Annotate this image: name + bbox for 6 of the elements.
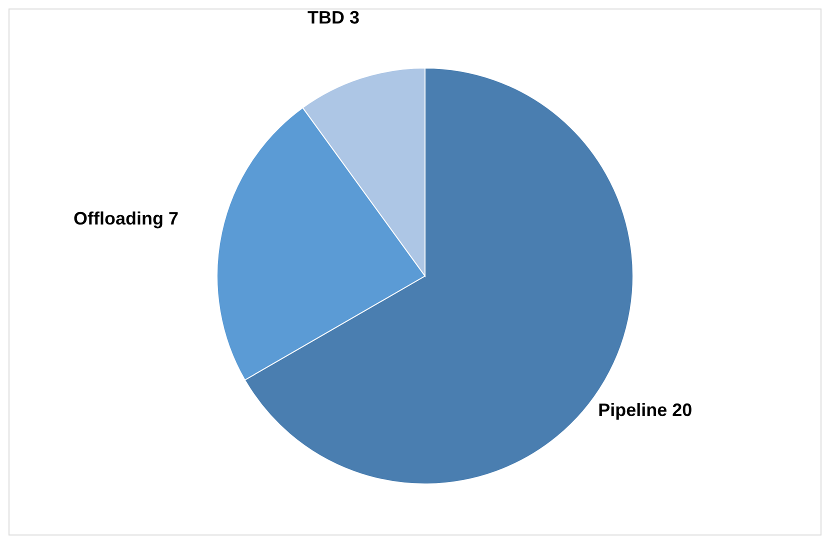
data-label: 20 <box>672 400 692 420</box>
slice-label: Offloading <box>74 208 164 229</box>
slice-label: Pipeline <box>598 400 668 420</box>
slice-label: TBD <box>307 8 344 28</box>
data-label: 3 <box>349 8 360 28</box>
data-label: 7 <box>168 208 179 229</box>
